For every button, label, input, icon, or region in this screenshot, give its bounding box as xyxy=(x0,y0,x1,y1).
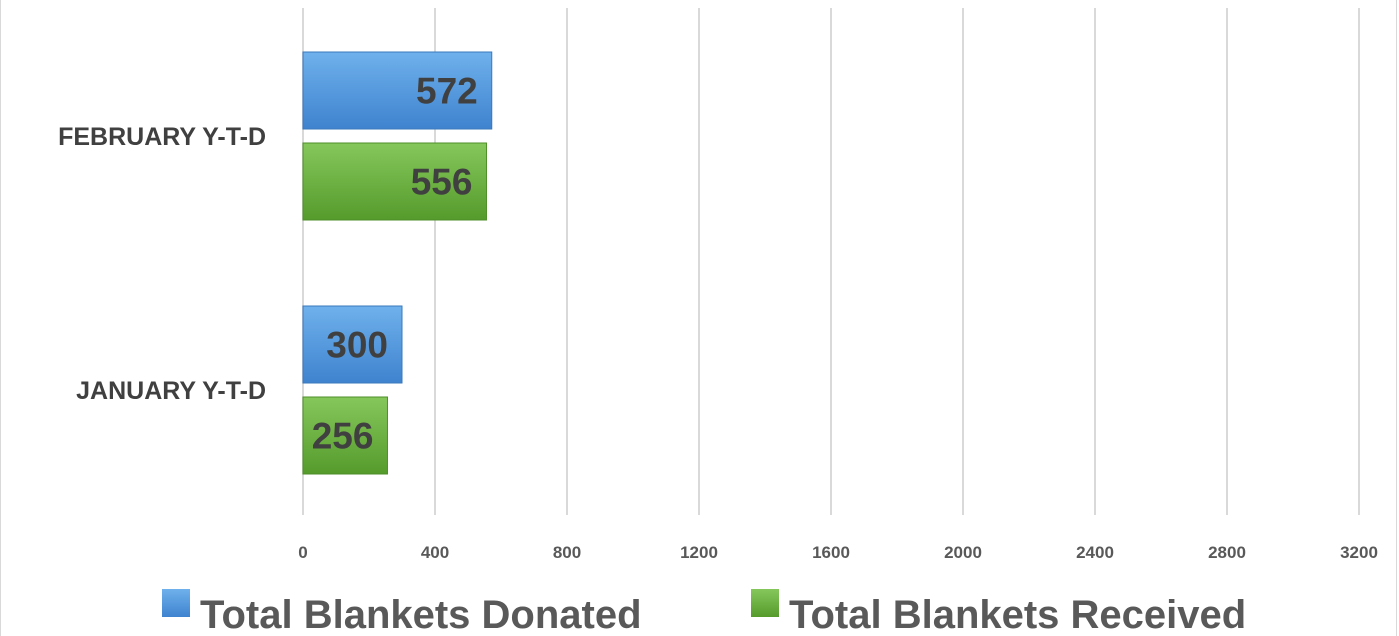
x-tick-label: 2400 xyxy=(1076,543,1114,562)
x-tick-label: 800 xyxy=(553,543,581,562)
bars xyxy=(302,51,493,475)
data-labels: 300 256 572 556 xyxy=(312,71,478,457)
data-label: 300 xyxy=(326,325,388,366)
x-tick-label: 400 xyxy=(421,543,449,562)
legend-swatch-donated xyxy=(162,589,190,617)
bar-received-february xyxy=(302,142,487,221)
x-tick-label: 1200 xyxy=(680,543,718,562)
bar-received-january xyxy=(302,396,388,475)
data-label: 556 xyxy=(411,162,473,203)
data-label: 256 xyxy=(312,416,374,457)
category-axis: JANUARY Y-T-D FEBRUARY Y-T-D xyxy=(58,123,266,405)
legend-swatch-received xyxy=(751,589,779,617)
data-label: 572 xyxy=(416,71,478,112)
legend: Total Blankets Donated Total Blankets Rec… xyxy=(162,589,1246,636)
category-label: JANUARY Y-T-D xyxy=(76,377,266,405)
bar-donated-january xyxy=(302,305,403,384)
bar-donated-february xyxy=(302,51,493,130)
legend-label-received: Total Blankets Received xyxy=(789,593,1246,636)
legend-label-donated: Total Blankets Donated xyxy=(200,593,642,636)
x-tick-label: 2000 xyxy=(944,543,982,562)
x-tick-label: 3200 xyxy=(1340,543,1378,562)
x-tick-label: 1600 xyxy=(812,543,850,562)
x-tick-label: 0 xyxy=(298,543,307,562)
x-tick-label: 2800 xyxy=(1208,543,1246,562)
value-axis: 0 400 800 1200 1600 2000 2400 2800 3200 xyxy=(298,543,1378,562)
category-label: FEBRUARY Y-T-D xyxy=(58,123,266,151)
